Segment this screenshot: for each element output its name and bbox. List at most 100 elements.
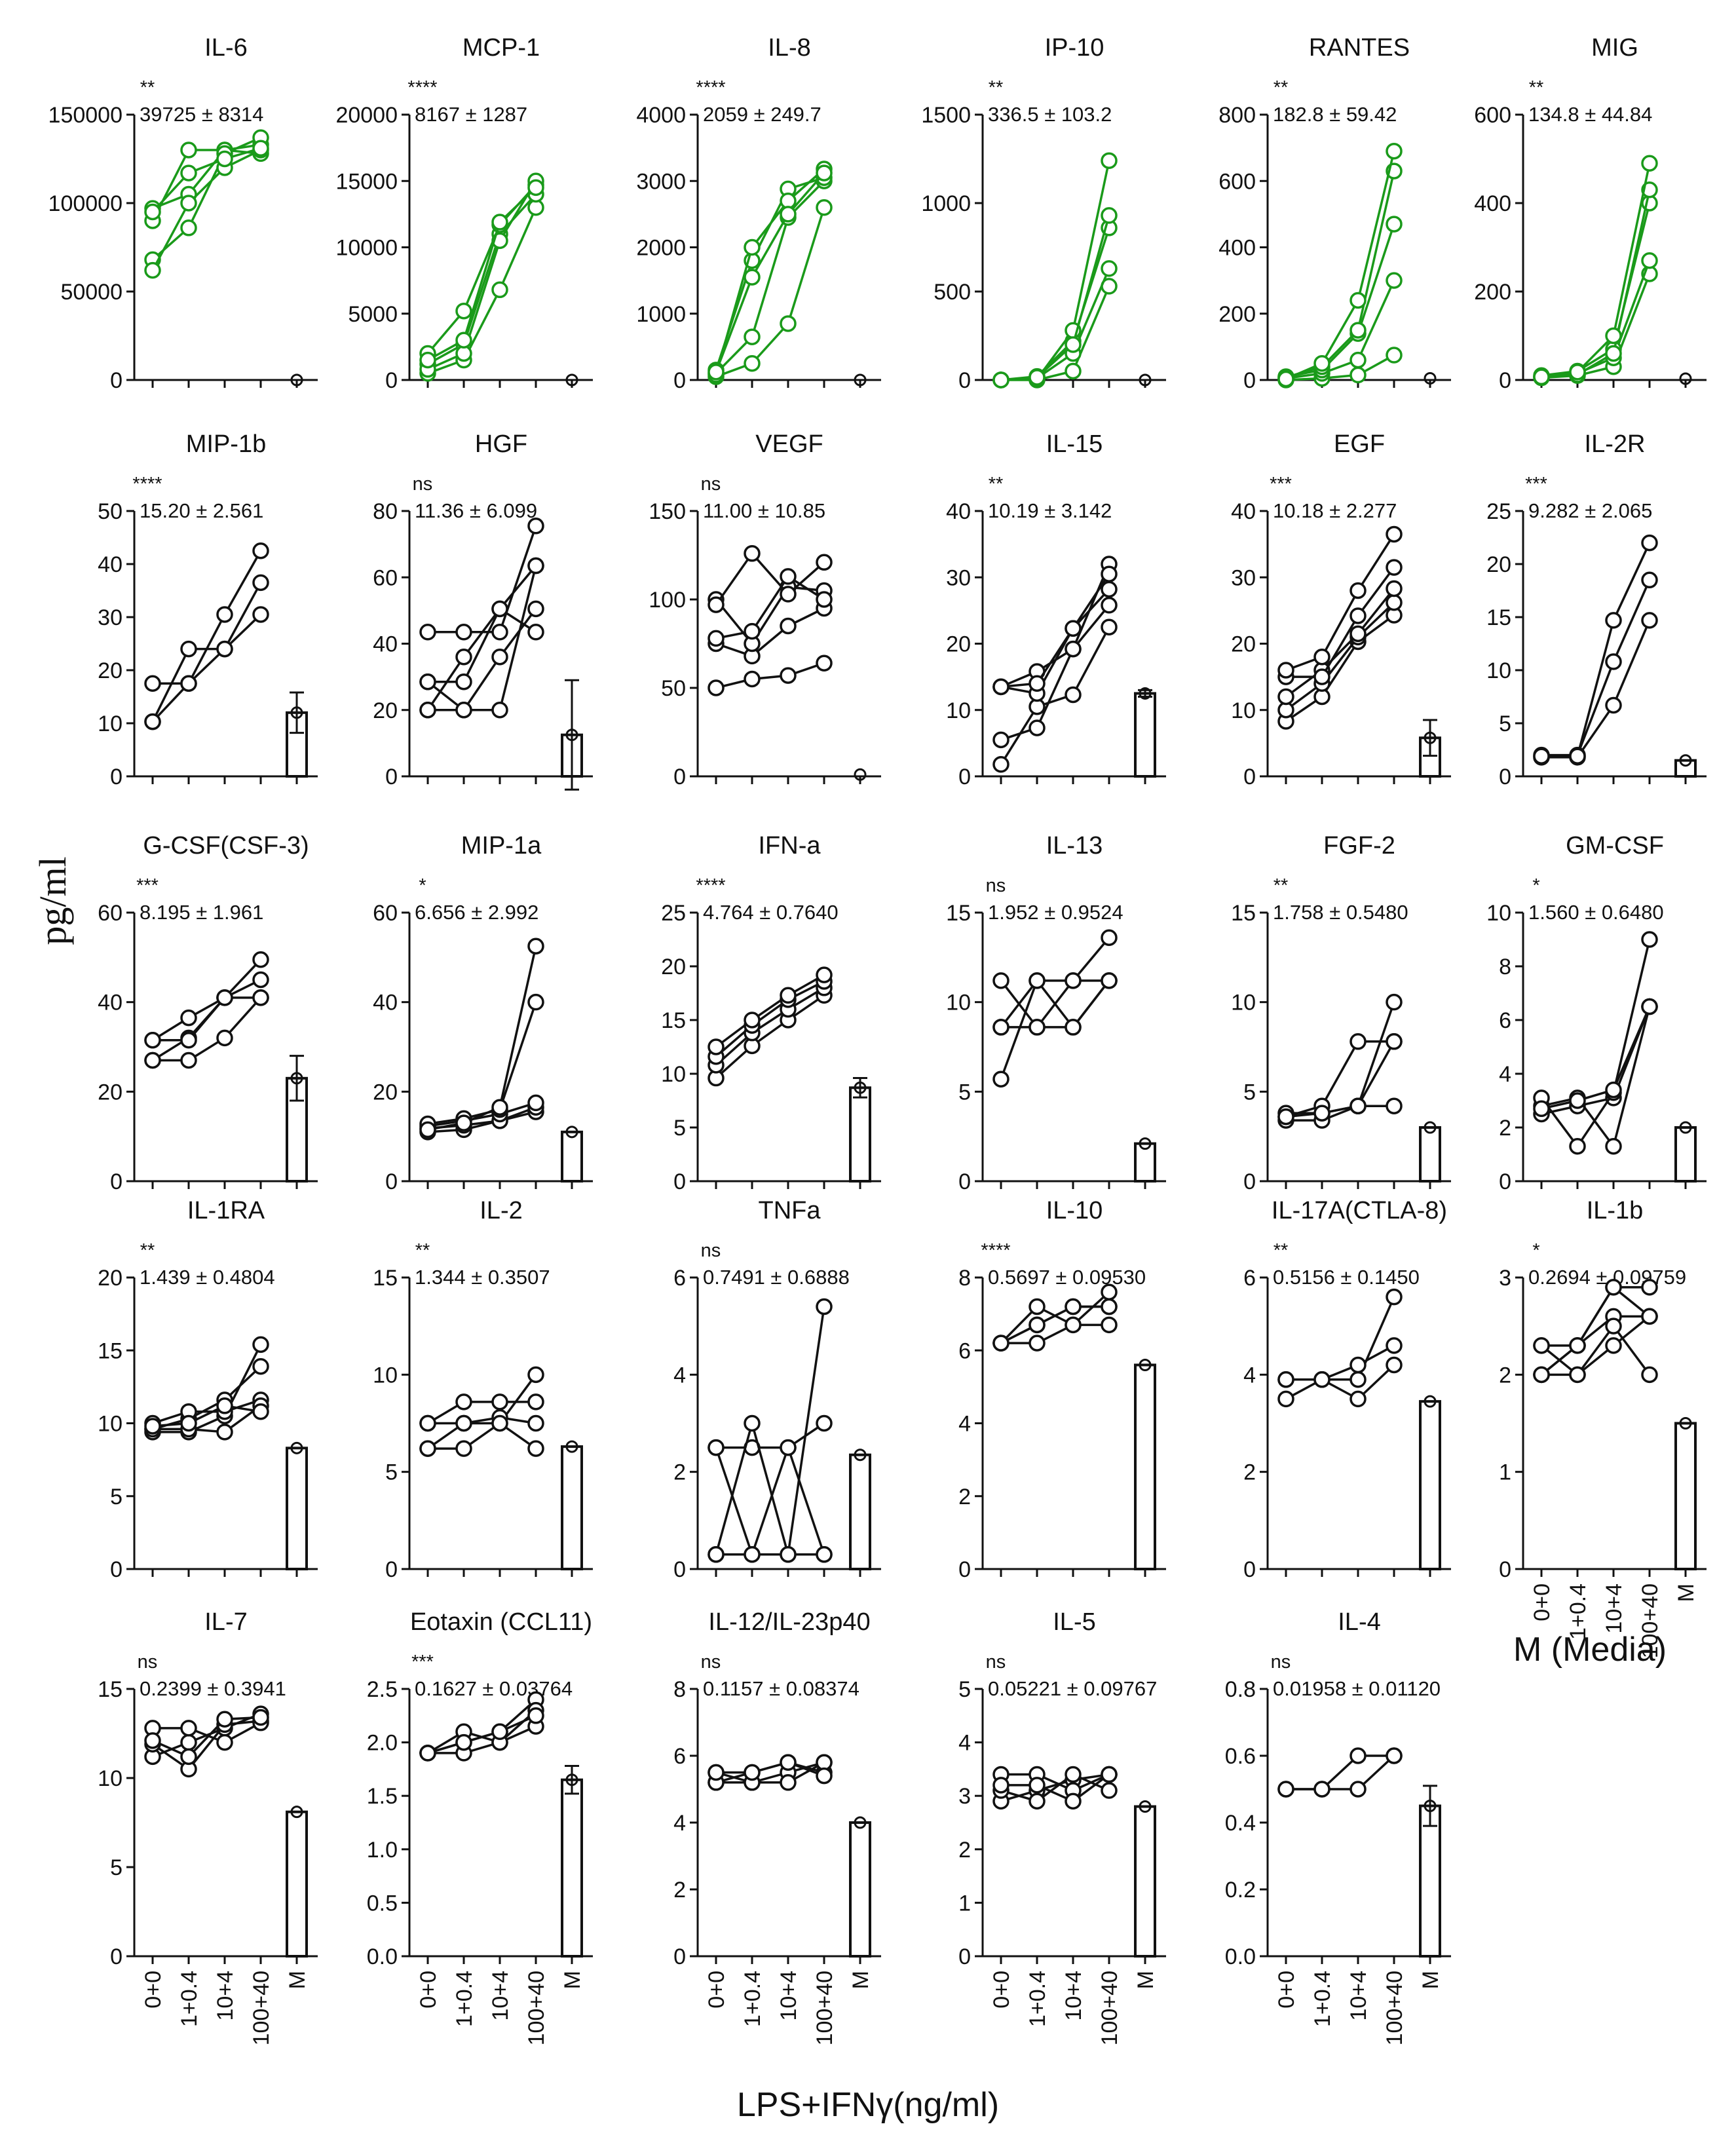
y-tick-label: 2 <box>958 1485 971 1509</box>
y-tick-label: 5000 <box>348 302 398 327</box>
data-point <box>992 756 1010 773</box>
series-line <box>151 149 261 271</box>
data-point <box>992 1070 1010 1088</box>
significance-label: ns <box>701 474 721 495</box>
y-tick-label: 5 <box>1499 711 1511 736</box>
y-tick-label: 1.0 <box>367 1838 398 1863</box>
panel-title: IP-10 <box>1045 34 1104 62</box>
data-point <box>1101 152 1118 169</box>
data-point <box>1349 366 1367 384</box>
data-point <box>1349 1390 1367 1408</box>
data-point <box>1101 580 1118 598</box>
significance-label: ns <box>1271 1652 1291 1673</box>
significance-label: *** <box>411 1652 434 1673</box>
series-line <box>151 136 261 261</box>
data-point <box>1641 1308 1658 1325</box>
y-tick-label: 4000 <box>636 103 686 128</box>
y-tick-label: 4 <box>673 1363 686 1388</box>
x-tick-label: 10+4 <box>776 1971 801 2021</box>
y-tick-label: 5 <box>673 1116 686 1141</box>
chart-panel-il-5: IL-5 ns 0.05221 ± 0.09767 0 1 2 3 4 5 0+0 1+0.4 10+… <box>958 1608 1166 2045</box>
media-bar <box>1419 1804 1441 1958</box>
series-line <box>1541 1324 1651 1376</box>
chart-panel-fgf-2: FGF-2 ** 1.758 ± 0.5480 0 5 10 15 <box>1231 832 1451 1194</box>
data-point <box>1569 1337 1586 1354</box>
y-tick-label: 6 <box>1243 1266 1256 1291</box>
data-point <box>1101 260 1118 277</box>
panel-title: IL-2 <box>480 1197 522 1224</box>
chart-panel-gm-csf: GM-CSF * 1.560 ± 0.6480 0 2 4 6 8 10 <box>1486 832 1707 1194</box>
series-line <box>1286 1344 1395 1381</box>
media-point <box>1424 371 1437 385</box>
stat-label: 1.439 ± 0.4804 <box>140 1266 275 1289</box>
data-point <box>816 554 833 571</box>
series-line <box>1540 1285 1651 1376</box>
data-point <box>1386 1097 1403 1114</box>
significance-label: ns <box>986 1652 1006 1673</box>
x-tick-label: 0+0 <box>141 1971 166 2009</box>
data-point <box>744 354 761 372</box>
data-point <box>527 1366 544 1384</box>
data-point <box>780 586 797 603</box>
data-point <box>1028 972 1046 989</box>
data-point <box>1065 362 1082 380</box>
y-tick-label: 0 <box>385 1169 398 1194</box>
data-point <box>216 1733 233 1751</box>
data-point <box>1641 571 1658 589</box>
data-point <box>1386 1337 1403 1354</box>
x-tick-label: 1+0.4 <box>740 1971 765 2027</box>
series-line <box>153 1722 261 1744</box>
series-line <box>1000 1305 1109 1344</box>
series-line <box>1541 189 1651 379</box>
media-bar <box>561 1445 583 1571</box>
y-tick-label: 4 <box>958 1412 971 1437</box>
series-line <box>715 974 825 1048</box>
series-line <box>428 565 537 683</box>
data-point <box>1313 354 1330 372</box>
y-tick-label: 0.4 <box>1225 1811 1256 1836</box>
y-tick-label: 2000 <box>636 236 686 261</box>
media-bar <box>849 1453 871 1570</box>
data-point <box>816 966 833 983</box>
y-tick-label: 1000 <box>636 302 686 327</box>
data-point <box>252 140 269 157</box>
data-point <box>1065 972 1082 989</box>
data-point <box>744 1414 761 1432</box>
data-point <box>1065 1019 1082 1036</box>
y-tick-label: 600 <box>1474 103 1511 128</box>
y-tick-label: 0 <box>110 1944 123 1969</box>
y-tick-label: 10 <box>946 698 971 723</box>
stat-label: 182.8 ± 59.42 <box>1273 103 1397 126</box>
chart-panel-ifn-a: IFN-a **** 4.764 ± 0.7640 0 5 10 15 20 25 <box>661 832 881 1194</box>
panel-title: IL-1b <box>1587 1197 1644 1224</box>
y-tick-label: 0 <box>673 1557 686 1582</box>
series-line <box>715 180 825 375</box>
data-point <box>744 545 761 562</box>
y-tick-label: 3 <box>1499 1266 1511 1291</box>
series-line <box>1541 542 1651 757</box>
significance-label: ns <box>138 1652 158 1673</box>
series-line <box>715 172 825 373</box>
series-line <box>1285 1296 1395 1400</box>
y-tick-label: 5 <box>385 1460 398 1485</box>
y-tick-label: 0 <box>110 368 123 393</box>
data-point <box>816 1546 833 1563</box>
chart-panel-il-8: IL-8 **** 2059 ± 249.7 0 1000 2000 3000 4000 <box>636 34 881 393</box>
media-point <box>565 729 578 742</box>
y-tick-label: 15 <box>661 1008 686 1033</box>
data-point <box>252 971 269 989</box>
data-point <box>780 206 797 223</box>
series-line <box>427 1714 537 1754</box>
data-point <box>216 989 233 1006</box>
panel-title: GM-CSF <box>1566 832 1664 860</box>
panel-title: MIG <box>1591 34 1638 62</box>
stat-label: 134.8 ± 44.84 <box>1528 103 1652 126</box>
series-line <box>715 575 825 640</box>
data-point <box>1065 1316 1082 1334</box>
y-tick-label: 2 <box>958 1838 971 1863</box>
significance-label: ** <box>1274 77 1289 98</box>
media-bar <box>1134 692 1156 778</box>
panel-title: HGF <box>475 430 527 458</box>
data-point <box>780 568 797 585</box>
x-tick-label: 1+0.4 <box>1025 1971 1050 2027</box>
